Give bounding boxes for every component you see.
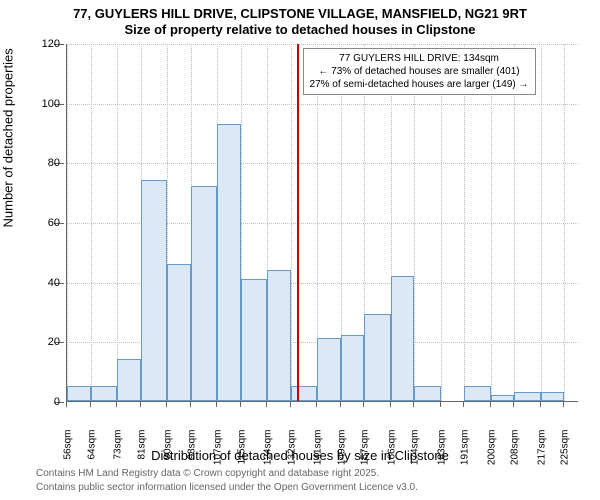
plot-area: 77 GUYLERS HILL DRIVE: 134sqm ← 73% of d… [66, 44, 578, 402]
x-tick-label: 200sqm [486, 430, 497, 470]
histogram-bar [464, 386, 490, 401]
x-tick-label: 115sqm [236, 430, 247, 470]
histogram-bar [141, 180, 167, 401]
annotation-line2: ← 73% of detached houses are smaller (40… [310, 65, 529, 78]
footer-line-1: Contains HM Land Registry data © Crown c… [36, 468, 379, 479]
chart-title-sub: Size of property relative to detached ho… [0, 22, 600, 37]
x-tick [166, 402, 170, 407]
histogram-bar [317, 338, 341, 401]
histogram-bar [117, 359, 141, 401]
histogram-bar [391, 276, 415, 401]
histogram-bar [167, 264, 191, 401]
annotation-line3: 27% of semi-detached houses are larger (… [310, 78, 529, 91]
x-tick-label: 132sqm [286, 430, 297, 470]
chart-title-main: 77, GUYLERS HILL DRIVE, CLIPSTONE VILLAG… [0, 6, 600, 21]
x-tick [140, 402, 144, 407]
y-tick-label: 0 [30, 396, 60, 408]
x-tick-label: 157sqm [360, 430, 371, 470]
x-tick-label: 174sqm [410, 430, 421, 470]
histogram-bar [91, 386, 117, 401]
y-tick-label: 20 [30, 336, 60, 348]
grid-line-v [117, 44, 118, 401]
x-tick-label: 225sqm [560, 430, 571, 470]
x-tick-label: 149sqm [336, 430, 347, 470]
grid-line-v [414, 44, 415, 401]
x-tick [66, 402, 70, 407]
grid-line-v [441, 44, 442, 401]
grid-line-v [464, 44, 465, 401]
x-tick [316, 402, 320, 407]
x-tick-label: 56sqm [63, 430, 74, 470]
y-tick-label: 100 [30, 98, 60, 110]
x-tick [513, 402, 517, 407]
x-tick-label: 141sqm [313, 430, 324, 470]
x-tick-label: 183sqm [436, 430, 447, 470]
y-axis-label: Number of detached properties [1, 48, 16, 227]
x-tick-label: 90sqm [163, 430, 174, 470]
x-tick-label: 64sqm [86, 430, 97, 470]
x-tick-label: 191sqm [460, 430, 471, 470]
grid-line-v [291, 44, 292, 401]
x-tick [216, 402, 220, 407]
x-tick [190, 402, 194, 407]
x-tick [266, 402, 270, 407]
histogram-bar [291, 386, 317, 401]
grid-line-v [67, 44, 68, 401]
histogram-bar [364, 314, 390, 401]
grid-line-v [564, 44, 565, 401]
x-tick [363, 402, 367, 407]
histogram-bar [541, 392, 565, 401]
x-tick [413, 402, 417, 407]
x-tick [540, 402, 544, 407]
x-tick [390, 402, 394, 407]
x-tick-label: 208sqm [510, 430, 521, 470]
histogram-bar [217, 124, 241, 401]
grid-line-v [491, 44, 492, 401]
grid-line-h [67, 104, 578, 105]
grid-line-v [514, 44, 515, 401]
annotation-box: 77 GUYLERS HILL DRIVE: 134sqm ← 73% of d… [303, 48, 536, 95]
x-tick-label: 217sqm [536, 430, 547, 470]
histogram-bar [491, 395, 515, 401]
y-tick-label: 120 [30, 38, 60, 50]
x-tick [440, 402, 444, 407]
grid-line-v [541, 44, 542, 401]
histogram-bar [267, 270, 291, 401]
grid-line-h [67, 44, 578, 45]
x-tick [290, 402, 294, 407]
histogram-bar [241, 279, 267, 401]
histogram-bar [414, 386, 440, 401]
x-tick [490, 402, 494, 407]
x-tick-label: 81sqm [136, 430, 147, 470]
histogram-bar [67, 386, 91, 401]
histogram-bar [341, 335, 365, 401]
histogram-bar [514, 392, 540, 401]
x-tick [563, 402, 567, 407]
x-tick [240, 402, 244, 407]
x-tick-label: 107sqm [213, 430, 224, 470]
x-tick [340, 402, 344, 407]
y-tick-label: 80 [30, 157, 60, 169]
x-tick [90, 402, 94, 407]
x-tick-label: 166sqm [386, 430, 397, 470]
x-tick [463, 402, 467, 407]
grid-line-v [91, 44, 92, 401]
y-tick-label: 40 [30, 277, 60, 289]
x-tick [116, 402, 120, 407]
x-tick-label: 124sqm [263, 430, 274, 470]
x-tick-label: 73sqm [113, 430, 124, 470]
footer-line-2: Contains public sector information licen… [36, 482, 418, 493]
histogram-bar [191, 186, 217, 401]
annotation-line1: 77 GUYLERS HILL DRIVE: 134sqm [310, 52, 529, 65]
chart-container: 77, GUYLERS HILL DRIVE, CLIPSTONE VILLAG… [0, 0, 600, 500]
grid-line-h [67, 163, 578, 164]
reference-line [297, 44, 299, 401]
x-tick-label: 98sqm [186, 430, 197, 470]
y-tick-label: 60 [30, 217, 60, 229]
